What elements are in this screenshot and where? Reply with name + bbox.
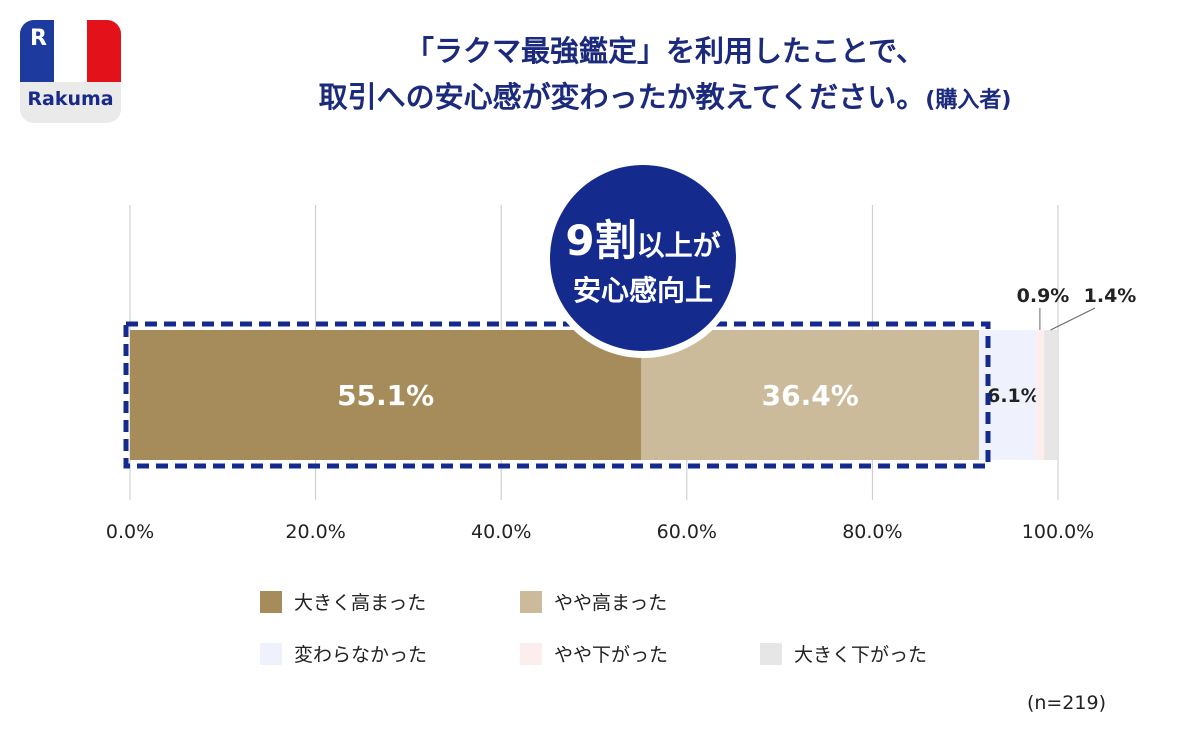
leader-line bbox=[1050, 307, 1096, 331]
badge-small-text: 以上が bbox=[637, 229, 721, 262]
x-tick-label: 0.0% bbox=[106, 521, 154, 543]
data-label: 55.1% bbox=[337, 379, 434, 412]
chart-title: 「ラクマ最強鑑定」を利用したことで、 取引への安心感が変わったか教えてください。… bbox=[150, 28, 1180, 124]
title-line1: 「ラクマ最強鑑定」を利用したことで、 bbox=[405, 34, 925, 68]
legend-swatch bbox=[260, 642, 282, 665]
x-tick-label: 60.0% bbox=[657, 521, 717, 543]
title-suffix: (購入者) bbox=[925, 88, 1012, 113]
x-tick-label: 40.0% bbox=[471, 521, 531, 543]
badge-line1: 9割以上が bbox=[565, 216, 720, 265]
title-line2: 取引への安心感が変わったか教えてください。 bbox=[318, 80, 926, 114]
legend-label: 大きく高まった bbox=[294, 592, 427, 614]
legend-label: 変わらなかった bbox=[294, 644, 428, 666]
legend-item: 変わらなかった bbox=[260, 640, 427, 667]
highlight-dashed-box bbox=[123, 321, 991, 469]
legend-item: やや高まった bbox=[520, 588, 667, 615]
legend-label: やや高まった bbox=[554, 592, 668, 614]
bar-segment bbox=[1035, 330, 1045, 460]
data-label: 36.4% bbox=[762, 379, 859, 412]
legend-label: やや下がった bbox=[554, 644, 669, 666]
badge-line2: 安心感向上 bbox=[573, 274, 713, 307]
rakuma-logo: R Rakuma bbox=[20, 20, 121, 123]
sample-size-note: (n=219) bbox=[1026, 692, 1106, 714]
logo-flag bbox=[20, 20, 121, 82]
legend-swatch bbox=[760, 642, 782, 665]
legend-item: 大きく高まった bbox=[260, 588, 426, 615]
data-label: 6.1% bbox=[987, 385, 1040, 407]
x-tick-label: 100.0% bbox=[1022, 521, 1094, 543]
badge-big-text: 9割 bbox=[565, 216, 636, 265]
bar-segment bbox=[641, 330, 980, 460]
legend-swatch bbox=[520, 590, 542, 613]
badge-circle bbox=[550, 165, 736, 351]
legend-swatch bbox=[520, 642, 542, 665]
data-label: 1.4% bbox=[1084, 285, 1137, 307]
logo-r-mark: R bbox=[30, 26, 47, 51]
legend-item: やや下がった bbox=[520, 640, 668, 667]
logo-text: Rakuma bbox=[27, 88, 114, 110]
bar-segment bbox=[130, 330, 642, 460]
legend-label: 大きく下がった bbox=[794, 644, 928, 666]
legend-swatch bbox=[260, 590, 282, 613]
legend-item: 大きく下がった bbox=[760, 640, 927, 667]
data-label: 0.9% bbox=[1017, 285, 1070, 307]
x-tick-label: 20.0% bbox=[285, 521, 345, 543]
bar-segment bbox=[1044, 330, 1058, 460]
x-tick-label: 80.0% bbox=[842, 521, 902, 543]
